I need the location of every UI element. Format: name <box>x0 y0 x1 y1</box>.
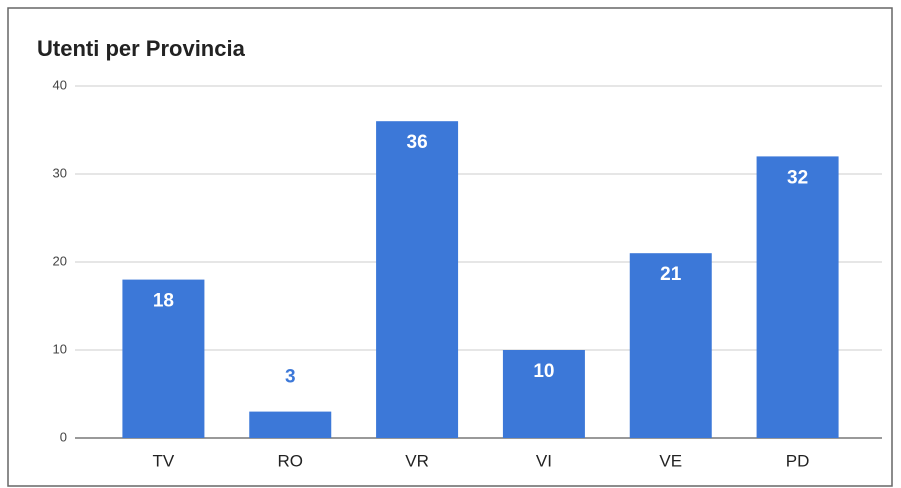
data-label: 18 <box>153 291 174 312</box>
x-tick-label: RO <box>278 451 304 470</box>
x-tick-label: PD <box>786 451 810 470</box>
x-tick-label: VR <box>405 451 429 470</box>
bar <box>376 121 459 438</box>
bar <box>756 156 839 438</box>
x-tick-label: TV <box>153 451 175 470</box>
bar <box>629 253 712 438</box>
data-label: 32 <box>787 167 808 188</box>
y-tick-label: 10 <box>53 341 67 356</box>
x-tick-label: VE <box>659 451 682 470</box>
data-label: 10 <box>533 361 554 382</box>
data-label: 36 <box>407 132 428 153</box>
bar <box>502 350 585 438</box>
bar <box>249 411 332 438</box>
y-tick-label: 40 <box>53 77 67 92</box>
x-tick-label: VI <box>536 451 552 470</box>
bar <box>122 279 205 438</box>
y-tick-label: 20 <box>53 253 67 268</box>
y-tick-label: 30 <box>53 165 67 180</box>
data-label: 3 <box>285 367 296 388</box>
y-tick-label: 0 <box>60 429 67 444</box>
data-label: 21 <box>660 264 682 285</box>
chart-title: Utenti per Provincia <box>37 36 246 61</box>
